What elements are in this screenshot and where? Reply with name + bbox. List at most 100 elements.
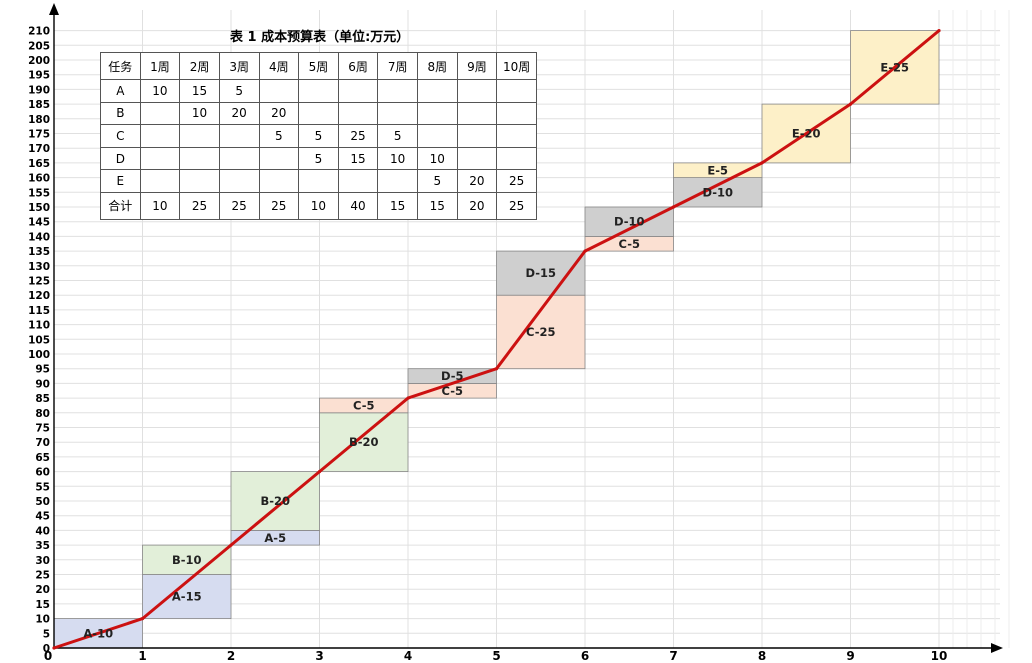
- y-tick-label: 135: [28, 246, 50, 258]
- block-label: B-10: [172, 553, 202, 567]
- table-cell: 20: [258, 101, 300, 126]
- y-tick-label: 195: [28, 70, 50, 82]
- table-cell: 5: [298, 124, 339, 148]
- table-cell: 10: [139, 191, 181, 221]
- x-tick-label: 8: [758, 649, 766, 663]
- y-tick-label: 50: [35, 496, 50, 508]
- y-tick-label: 75: [35, 423, 50, 435]
- table-cell: 5: [258, 124, 300, 148]
- y-tick-label: 160: [28, 173, 50, 185]
- y-tick-label: 20: [35, 584, 50, 596]
- table-cell: [218, 124, 260, 148]
- line-point: [229, 543, 233, 547]
- line-point: [937, 29, 941, 33]
- block-label: D-10: [614, 215, 645, 229]
- table-cell: 20: [218, 101, 260, 126]
- table-cell: 25: [258, 191, 300, 221]
- table-cell: [456, 146, 498, 171]
- table-title: 表 1 成本预算表（单位:万元）: [230, 30, 410, 45]
- y-tick-label: 110: [28, 320, 50, 332]
- y-tick-label: 35: [35, 540, 50, 552]
- table-cell: 25: [218, 191, 260, 221]
- x-tick-label: 2: [227, 649, 235, 663]
- table-cell: 15: [337, 146, 379, 171]
- block-label: E-5: [707, 163, 728, 177]
- y-tick-label: 190: [28, 84, 50, 96]
- table-cell: 5: [218, 79, 260, 103]
- table-cell: [417, 79, 458, 103]
- y-tick-label: 150: [28, 202, 50, 214]
- table-cell: 25: [179, 191, 220, 221]
- y-tick-label: 185: [28, 99, 50, 111]
- axes: 0510152025303540455055606570758085909510…: [28, 3, 1003, 663]
- table-cell: 25: [337, 124, 379, 148]
- table-cell: [337, 101, 379, 126]
- table-cell: 5: [377, 124, 418, 148]
- x-axis-arrow: [991, 643, 1003, 653]
- cumulative-cost-line: [52, 29, 941, 650]
- cost-block: [230, 471, 320, 531]
- table-cell: [139, 124, 181, 148]
- table-cell: [496, 101, 537, 126]
- table-cell: [496, 79, 537, 103]
- table-cell: [139, 146, 181, 171]
- y-tick-label: 170: [28, 143, 50, 155]
- table-cell: 25: [496, 169, 537, 193]
- table-cell: 1周: [139, 51, 181, 81]
- table-cell: 2周: [179, 51, 220, 81]
- block-label: C-5: [353, 398, 374, 412]
- table-cell: 10: [179, 101, 220, 126]
- y-tick-label: 200: [28, 55, 50, 67]
- block-label: C-5: [442, 384, 463, 398]
- y-tick-label: 95: [35, 364, 50, 376]
- cost-block: [673, 177, 763, 208]
- table-row: E 5 20 25: [100, 169, 537, 193]
- block-label: A-15: [172, 590, 202, 604]
- table-cell: [179, 146, 220, 171]
- table-cell: 40: [337, 191, 379, 221]
- x-tick-label: 0: [44, 649, 52, 663]
- block-label: B-20: [260, 494, 290, 508]
- table-cell: [456, 79, 498, 103]
- table-cell: 10: [377, 146, 418, 171]
- y-tick-label: 65: [35, 452, 50, 464]
- y-tick-label: 30: [35, 555, 50, 567]
- table-cell: [377, 101, 418, 126]
- y-tick-label: 180: [28, 114, 50, 126]
- table-cell: 8周: [417, 51, 458, 81]
- table-cell: [456, 101, 498, 126]
- x-tick-label: 6: [581, 649, 589, 663]
- table-cell: A: [100, 79, 141, 103]
- block-label: E-20: [792, 127, 821, 141]
- table-cell: 6周: [337, 51, 379, 81]
- table-cell: [179, 124, 220, 148]
- table-cell: [258, 79, 300, 103]
- table-cell: 25: [496, 191, 537, 221]
- block-label: C-5: [619, 237, 640, 251]
- cost-budget-table: 任务 1周 2周 3周 4周 5周 6周 7周 8周 9周 10周 A 10 15 5 B 10 20 20 C 5 5 2…: [100, 51, 537, 221]
- table-cell: [456, 124, 498, 148]
- block-label: D-5: [441, 369, 464, 383]
- y-tick-label: 205: [28, 40, 50, 52]
- y-tick-label: 145: [28, 217, 50, 229]
- table-cell: 10: [298, 191, 339, 221]
- y-tick-label: 5: [43, 628, 50, 640]
- y-tick-label: 210: [28, 26, 50, 38]
- table-cell: 3周: [218, 51, 260, 81]
- block-label: D-15: [525, 266, 556, 280]
- table-cell: 7周: [377, 51, 418, 81]
- line-point: [317, 470, 322, 474]
- table-cell: 10周: [496, 51, 537, 81]
- line-point: [140, 617, 145, 621]
- y-tick-label: 155: [28, 187, 50, 199]
- y-tick-label: 80: [35, 408, 50, 420]
- table-cell: [218, 169, 260, 193]
- y-tick-label: 40: [35, 525, 50, 537]
- y-tick-label: 25: [35, 570, 50, 582]
- table-row: A 10 15 5: [100, 79, 537, 103]
- block-label: D-10: [702, 185, 733, 199]
- table-cell: [377, 79, 418, 103]
- table-cell: 9周: [456, 51, 498, 81]
- table-cell: [417, 124, 458, 148]
- y-tick-label: 55: [35, 481, 50, 493]
